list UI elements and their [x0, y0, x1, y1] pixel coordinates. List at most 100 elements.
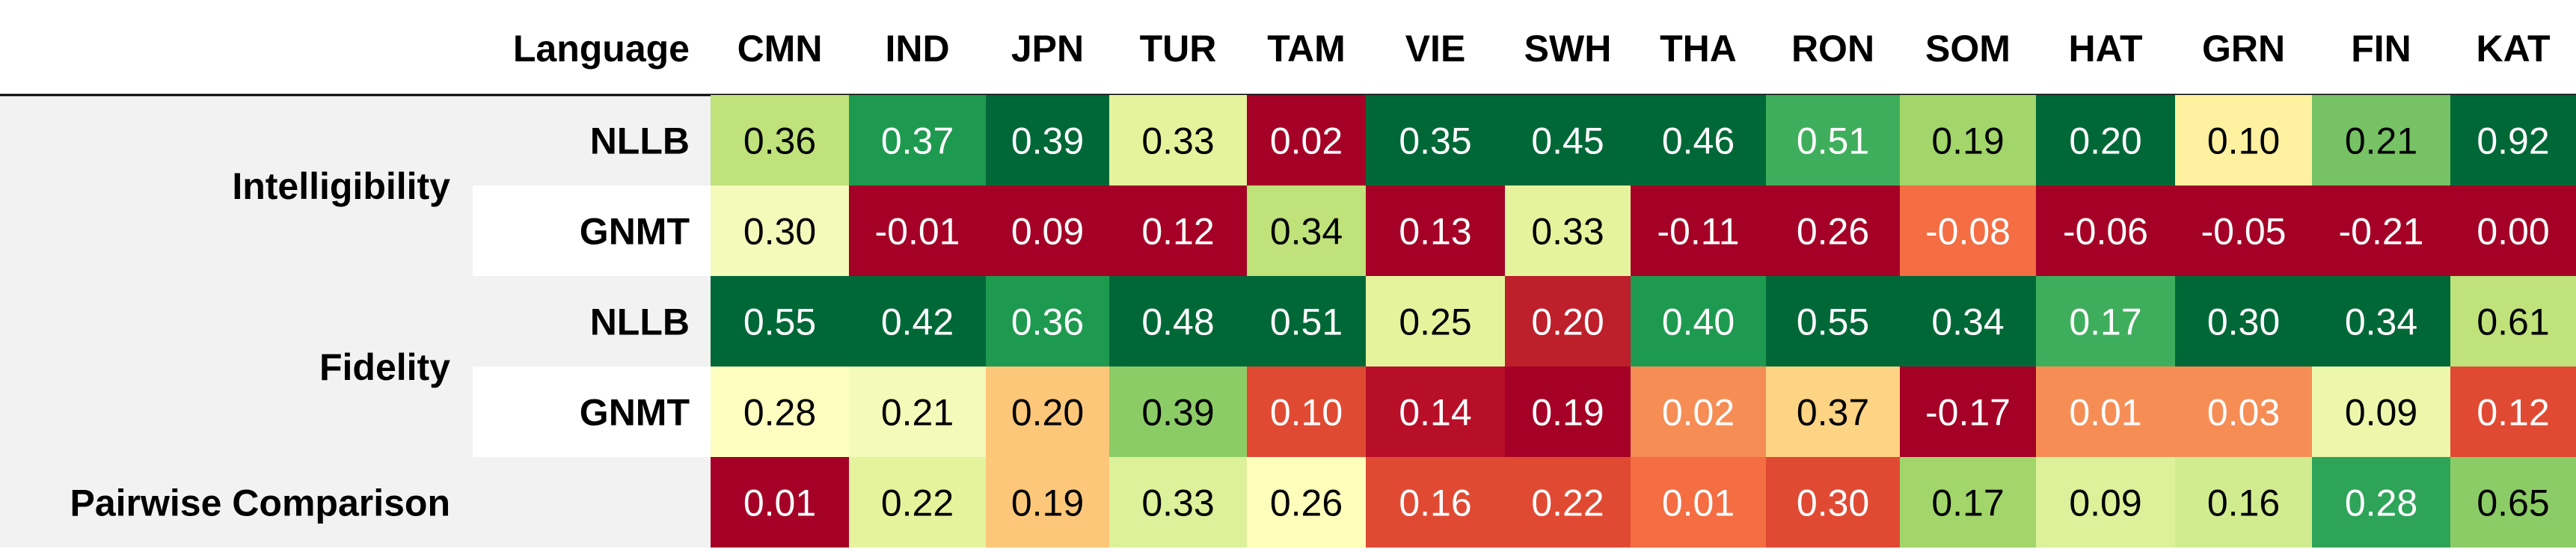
- heatmap-cell: [1900, 457, 2036, 548]
- cell-value: 0.17: [2069, 301, 2141, 343]
- heatmap-cell: [1900, 276, 2036, 367]
- heatmap-cell: [1109, 95, 1247, 185]
- column-label-ind: IND: [885, 28, 949, 70]
- cell-value: 0.14: [1399, 392, 1471, 434]
- heatmap-cell: [849, 367, 986, 457]
- heatmap-cell: [2175, 276, 2312, 367]
- cell-value: 0.33: [1531, 211, 1604, 253]
- cell-value: -0.06: [2063, 211, 2148, 253]
- cell-value: 0.13: [1399, 211, 1471, 253]
- heatmap-cell: [1366, 367, 1505, 457]
- cell-value: 0.03: [2207, 392, 2280, 434]
- heatmap-cell: [2450, 95, 2576, 185]
- heatmap-cell: [2036, 185, 2175, 276]
- heatmap-cell: [1631, 276, 1766, 367]
- heatmap-cell: [1505, 367, 1631, 457]
- cell-value: 0.37: [1797, 392, 1869, 434]
- heatmap-cell: [711, 95, 849, 185]
- cell-value: 0.65: [2477, 482, 2549, 524]
- heatmap-cell: [1766, 276, 1900, 367]
- cell-value: 0.19: [1011, 482, 1084, 524]
- cell-value: 0.48: [1141, 301, 1214, 343]
- cell-value: 0.19: [1531, 392, 1604, 434]
- column-label-grn: GRN: [2202, 28, 2285, 70]
- heatmap-cell: [986, 95, 1109, 185]
- column-label-swh: SWH: [1524, 28, 1612, 70]
- cell-value: 0.28: [743, 392, 816, 434]
- cell-value: 0.92: [2477, 120, 2549, 162]
- cell-value: 0.20: [1531, 301, 1604, 343]
- heatmap-cell: [1247, 276, 1366, 367]
- cell-value: 0.33: [1141, 120, 1214, 162]
- cell-value: 0.37: [881, 120, 954, 162]
- column-label-vie: VIE: [1405, 28, 1466, 70]
- cell-value: 0.19: [1931, 120, 2004, 162]
- heatmap-cell: [1900, 185, 2036, 276]
- heatmap-cell: [1247, 457, 1366, 548]
- cell-value: 0.51: [1797, 120, 1869, 162]
- cell-value: 0.26: [1797, 211, 1869, 253]
- heatmap-cell: [1900, 95, 2036, 185]
- heatmap-cell: [2312, 276, 2450, 367]
- cell-value: 0.01: [743, 482, 816, 524]
- row-label-band: [473, 367, 711, 457]
- cell-value: 0.39: [1011, 120, 1084, 162]
- cell-value: 0.02: [1270, 120, 1343, 162]
- cell-value: 0.46: [1662, 120, 1735, 162]
- row-label-nllb: NLLB: [590, 301, 690, 343]
- heatmap-cell: [1109, 185, 1247, 276]
- column-label-cmn: CMN: [737, 28, 823, 70]
- row-label-panel: [0, 95, 711, 548]
- cell-value: 0.21: [2345, 120, 2417, 162]
- cell-value: -0.05: [2201, 211, 2287, 253]
- heatmap-cell: [1366, 95, 1505, 185]
- group-label-pairwise-comparison: Pairwise Comparison: [70, 482, 451, 524]
- heatmap-cell: [2312, 367, 2450, 457]
- column-label-hat: HAT: [2068, 28, 2142, 70]
- heatmap-cell: [849, 276, 986, 367]
- heatmap-cell: [1766, 185, 1900, 276]
- cell-value: -0.08: [1925, 211, 2011, 253]
- cell-value: 0.10: [2207, 120, 2280, 162]
- cell-value: 0.61: [2477, 301, 2549, 343]
- cell-value: -0.17: [1925, 392, 2011, 434]
- column-label-kat: KAT: [2476, 28, 2550, 70]
- cell-value: 0.34: [1931, 301, 2004, 343]
- heatmap-cell: [849, 185, 986, 276]
- cell-value: 0.00: [2477, 211, 2549, 253]
- cell-value: 0.36: [1011, 301, 1084, 343]
- cell-value: 0.34: [2345, 301, 2417, 343]
- cell-value: 0.09: [2345, 392, 2417, 434]
- cell-value: 0.16: [1399, 482, 1471, 524]
- heatmap-cell: [1505, 185, 1631, 276]
- heatmap-cell: [2036, 367, 2175, 457]
- cell-value: 0.33: [1141, 482, 1214, 524]
- heatmap-cell: [1631, 457, 1766, 548]
- cell-value: 0.09: [2069, 482, 2141, 524]
- heatmap-cell: [986, 276, 1109, 367]
- cell-value: 0.30: [2207, 301, 2280, 343]
- heatmap-cell: [711, 185, 849, 276]
- heatmap-cell: [1109, 276, 1247, 367]
- row-label-gnmt: GNMT: [580, 392, 690, 434]
- row-label-band: [473, 185, 711, 276]
- column-label-tur: TUR: [1140, 28, 1217, 70]
- heatmap-cell: [2450, 276, 2576, 367]
- heatmap-cell: [1631, 367, 1766, 457]
- heatmap-cell: [1766, 367, 1900, 457]
- heatmap-cell: [1109, 367, 1247, 457]
- cell-value: -0.11: [1657, 211, 1739, 253]
- cell-value: 0.51: [1270, 301, 1343, 343]
- cell-value: 0.22: [881, 482, 954, 524]
- group-label-intelligibility: Intelligibility: [232, 165, 450, 207]
- heatmap-cell: [1766, 95, 1900, 185]
- heatmap-cell: [2036, 276, 2175, 367]
- heatmap-cell: [1631, 95, 1766, 185]
- column-label-ron: RON: [1791, 28, 1874, 70]
- cell-value: 0.26: [1270, 482, 1343, 524]
- cell-value: 0.36: [743, 120, 816, 162]
- cell-value: 0.01: [1662, 482, 1735, 524]
- column-label-tam: TAM: [1267, 28, 1346, 70]
- column-label-jpn: JPN: [1011, 28, 1084, 70]
